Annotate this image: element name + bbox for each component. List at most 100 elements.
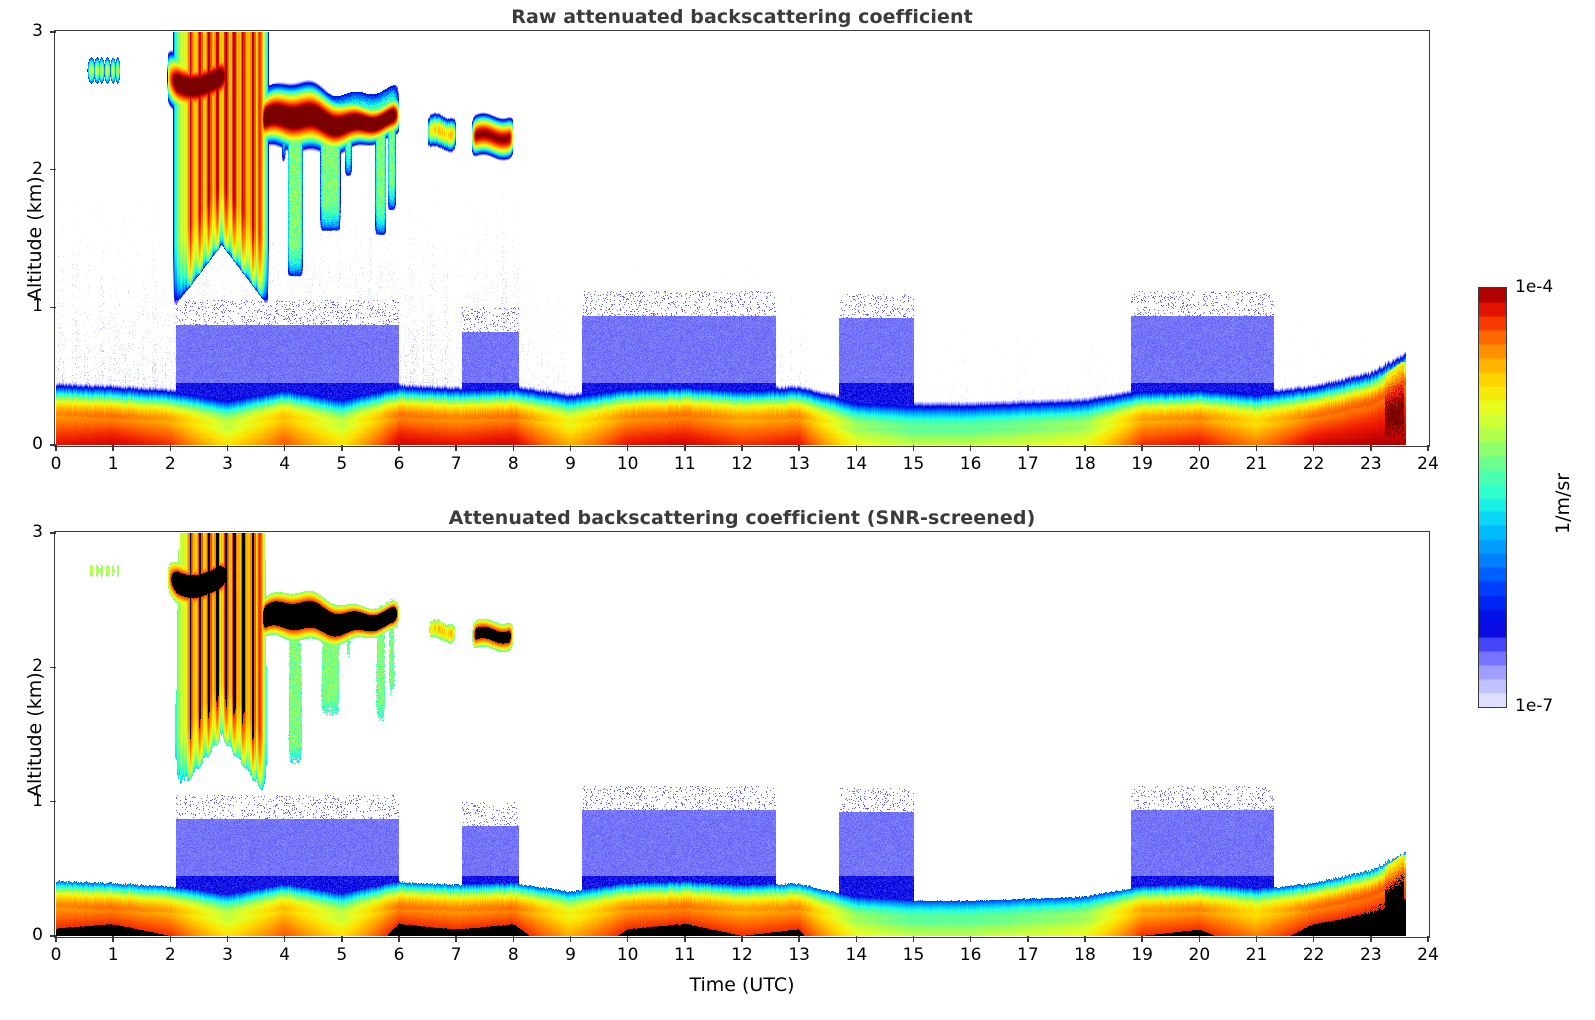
heatmap-raw [56, 32, 1428, 445]
x-tick-mark [1255, 936, 1258, 942]
x-tick-label: 14 [845, 945, 868, 965]
x-tick-label: 19 [1131, 945, 1153, 965]
x-tick-mark [341, 936, 343, 942]
x-tick-mark [684, 445, 686, 451]
x-tick-mark [169, 936, 172, 942]
y-tick-mark [50, 306, 56, 309]
x-tick-mark [855, 445, 858, 451]
x-tick-mark [512, 936, 515, 942]
x-tick-label: 15 [902, 454, 925, 474]
x-tick-label: 0 [50, 945, 62, 965]
y-tick-mark [50, 168, 56, 171]
x-tick-mark [398, 445, 400, 451]
x-tick-mark [1084, 936, 1086, 942]
x-tick-mark [1141, 936, 1143, 942]
y-axis-label-raw: Altitude (km) [24, 175, 46, 301]
x-tick-mark [912, 936, 915, 942]
x-tick-label: 17 [1017, 454, 1039, 474]
x-tick-mark [1198, 445, 1201, 451]
x-tick-mark [798, 445, 800, 451]
y-tick-label: 0 [32, 925, 43, 945]
x-tick-mark [626, 445, 629, 451]
y-tick-label: 2 [32, 656, 43, 677]
x-tick-mark [1084, 445, 1086, 451]
x-tick-mark [969, 445, 972, 451]
y-tick-label: 3 [32, 21, 43, 41]
x-tick-mark [684, 936, 686, 942]
x-tick-mark [626, 936, 629, 942]
x-tick-label: 13 [788, 454, 810, 474]
x-tick-label: 1 [107, 945, 119, 965]
x-tick-mark [283, 936, 286, 942]
x-tick-label: 11 [674, 454, 696, 474]
x-tick-label: 12 [731, 945, 753, 965]
y-tick-label: 3 [32, 522, 43, 542]
y-axis-label-screened: Altitude (km) [24, 671, 46, 797]
x-tick-label: 8 [507, 945, 519, 965]
y-tick-label: 2 [32, 158, 43, 179]
x-tick-mark [1312, 936, 1315, 942]
x-tick-label: 4 [279, 454, 291, 474]
x-tick-label: 23 [1360, 945, 1382, 965]
x-tick-label: 16 [959, 945, 982, 965]
x-tick-label: 10 [616, 945, 639, 965]
x-tick-label: 21 [1245, 945, 1268, 965]
x-tick-mark [55, 936, 57, 942]
x-tick-label: 6 [393, 945, 405, 965]
x-axis-label: Time (UTC) [689, 974, 795, 996]
x-tick-mark [1312, 445, 1315, 451]
x-tick-label: 1 [107, 454, 119, 474]
x-tick-label: 16 [959, 454, 982, 474]
x-tick-mark [1370, 936, 1372, 942]
x-tick-label: 24 [1417, 945, 1439, 965]
x-tick-label: 14 [845, 454, 868, 474]
y-tick-mark [50, 800, 56, 803]
y-tick-mark [50, 666, 56, 669]
x-tick-mark [512, 445, 515, 451]
x-tick-label: 4 [279, 945, 291, 965]
colorbar-label: 1/m/sr [1552, 472, 1574, 534]
x-tick-label: 11 [674, 945, 696, 965]
colorbar-tick-min: 1e-7 [1515, 696, 1554, 716]
y-tick-mark [50, 444, 56, 446]
x-tick-label: 18 [1074, 945, 1096, 965]
x-tick-mark [1198, 936, 1201, 942]
x-tick-label: 12 [731, 454, 753, 474]
x-tick-label: 10 [616, 454, 639, 474]
x-tick-mark [226, 936, 229, 942]
x-tick-label: 22 [1302, 454, 1325, 474]
x-tick-mark [455, 445, 457, 451]
x-tick-mark [112, 936, 114, 942]
x-tick-label: 8 [507, 454, 519, 474]
colorbar-gradient [1479, 288, 1506, 707]
x-tick-mark [569, 445, 572, 451]
x-tick-label: 20 [1188, 945, 1211, 965]
x-tick-label: 0 [50, 454, 62, 474]
x-tick-mark [1427, 445, 1429, 451]
colorbar-frame [1477, 286, 1508, 709]
panel-title-raw: Raw attenuated backscattering coefficien… [511, 6, 973, 28]
y-tick-label: 1 [32, 790, 43, 811]
colorbar-tick-max: 1e-4 [1515, 277, 1554, 297]
x-tick-label: 9 [565, 945, 576, 965]
x-tick-label: 19 [1131, 454, 1153, 474]
x-tick-mark [1255, 445, 1258, 451]
x-tick-label: 17 [1017, 945, 1039, 965]
x-tick-label: 18 [1074, 454, 1096, 474]
x-tick-mark [112, 445, 114, 451]
x-tick-mark [569, 936, 572, 942]
x-tick-mark [283, 445, 286, 451]
x-tick-mark [741, 445, 743, 451]
x-tick-mark [1427, 936, 1429, 942]
plot-frame-raw [54, 30, 1430, 447]
x-tick-mark [1027, 445, 1029, 451]
x-tick-mark [969, 936, 972, 942]
x-tick-mark [741, 936, 743, 942]
y-tick-mark [50, 935, 56, 937]
x-tick-mark [1370, 445, 1372, 451]
x-tick-label: 5 [336, 945, 348, 965]
x-tick-label: 6 [393, 454, 405, 474]
x-tick-label: 2 [164, 945, 176, 965]
x-tick-mark [1141, 445, 1143, 451]
y-tick-mark [50, 31, 56, 33]
